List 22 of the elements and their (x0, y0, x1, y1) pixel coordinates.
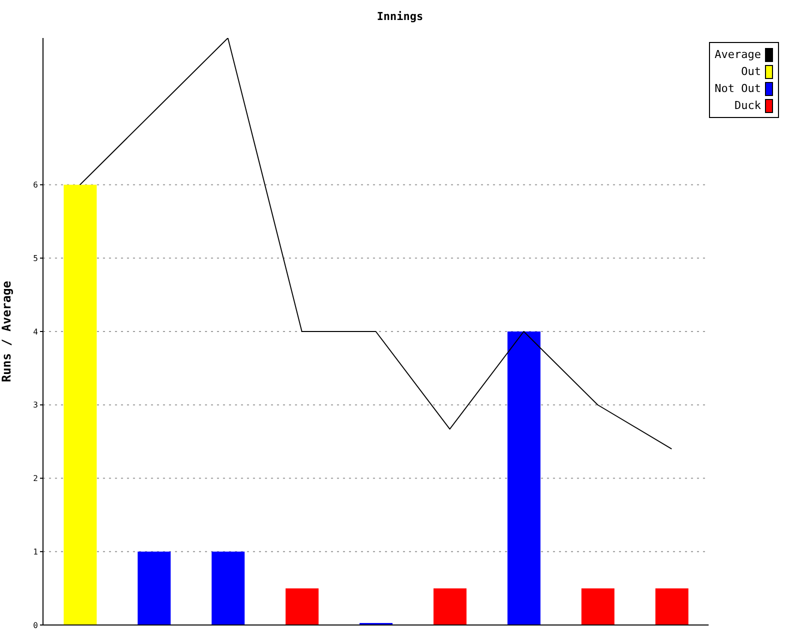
y-tick-label: 3 (33, 400, 38, 410)
y-axis-title: Runs / Average (0, 280, 14, 382)
bar (286, 588, 319, 625)
bar (434, 588, 467, 625)
legend-label: Average (714, 48, 761, 61)
legend-label: Duck (734, 99, 761, 112)
bar (138, 552, 171, 625)
bar (64, 184, 97, 625)
y-tick-label: 2 (33, 474, 38, 484)
chart-title: Innings (376, 10, 424, 23)
y-tick-label: 0 (33, 620, 38, 630)
y-tick-label: 6 (33, 180, 38, 190)
bar (507, 332, 540, 625)
bar (212, 552, 245, 625)
legend-label: Out (741, 65, 761, 78)
bar (581, 588, 614, 625)
y-tick-label: 5 (33, 254, 38, 263)
legend-label: Not Out (714, 82, 761, 95)
bar (655, 588, 688, 625)
line-series (79, 38, 672, 450)
y-tick-label: 1 (33, 547, 38, 556)
y-tick-label: 4 (33, 327, 38, 336)
